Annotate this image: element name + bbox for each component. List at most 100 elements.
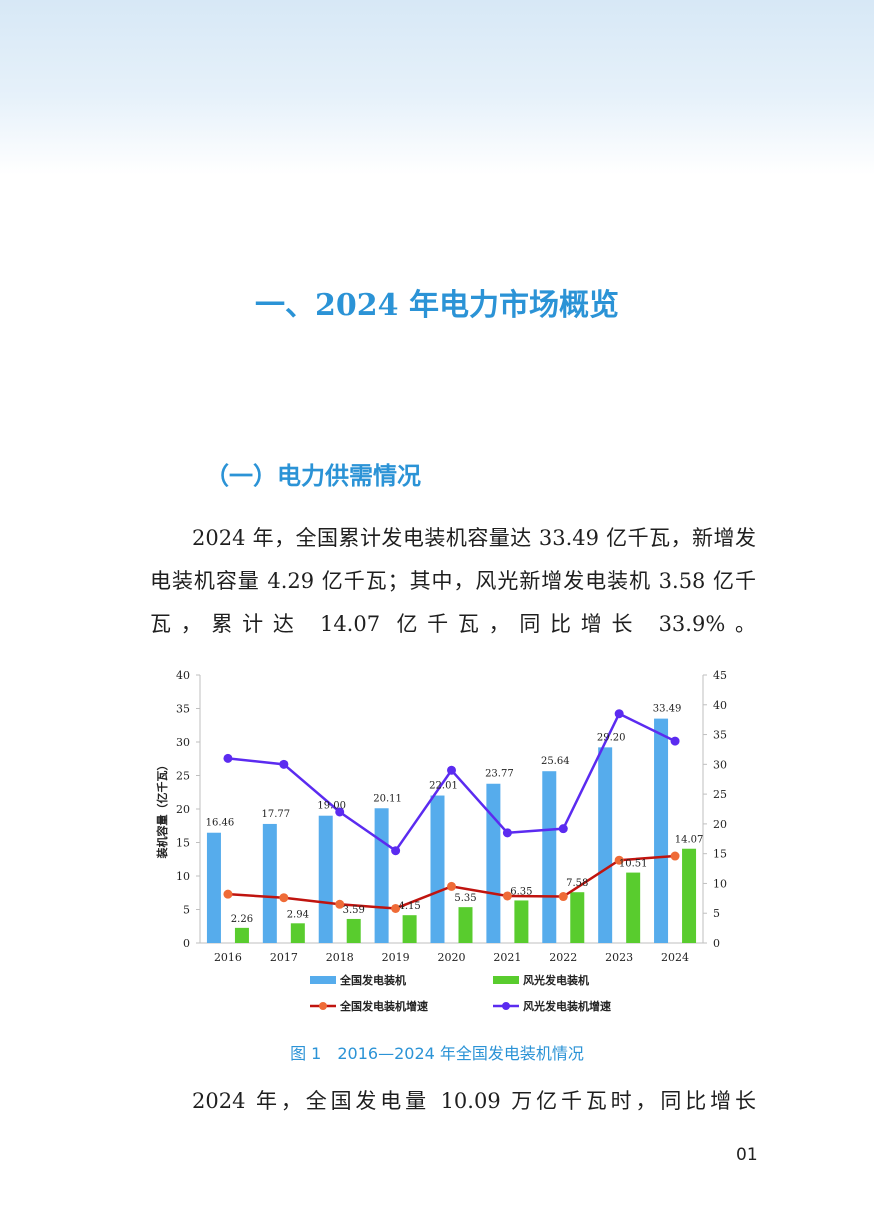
y-right-tick-label: 25 (713, 788, 727, 801)
total-growth-point (335, 899, 345, 909)
y-right-tick-label: 45 (713, 669, 727, 682)
x-tick-label: 2018 (326, 951, 354, 964)
header-band (0, 0, 874, 175)
y-right-tick-label: 15 (713, 848, 727, 861)
bar-wind-solar-label: 10.51 (619, 859, 648, 870)
legend-swatch (310, 976, 336, 984)
wind-solar-growth-point (335, 807, 345, 817)
y-left-tick-label: 15 (176, 837, 190, 850)
bar-total-label: 20.11 (373, 793, 402, 804)
bar-total (262, 823, 277, 943)
bar-wind-solar-label: 2.26 (231, 914, 253, 925)
bar-total (598, 747, 613, 943)
capacity-chart: 0 5 10 15 20 25 30 35 40 0 5 10 15 20 25 30 35 40 45 装机容量（亿… (155, 669, 727, 1013)
wind-solar-growth-point (670, 736, 680, 746)
paragraph-1-text: 2024 年，全国累计发电装机容量达 33.49 亿千瓦，新增发电装机容量 4.… (150, 526, 756, 636)
bar-wind-solar (626, 872, 641, 943)
y-left-tick-label: 5 (183, 904, 190, 917)
bar-total-label: 17.77 (262, 809, 291, 820)
bar-wind-solar (458, 907, 473, 943)
y-right-tick-label: 30 (713, 758, 727, 771)
y-left-tick-label: 25 (176, 770, 190, 783)
bar-total-label: 33.49 (653, 704, 682, 715)
x-tick-label: 2016 (214, 951, 242, 964)
x-tick-label: 2022 (549, 951, 577, 964)
legend-marker (502, 1002, 510, 1010)
legend-label: 风光发电装机增速 (523, 999, 611, 1013)
y-left-tick-label: 20 (176, 803, 190, 816)
bar-wind-solar-label: 3.59 (343, 905, 365, 916)
bar-total-label: 16.46 (206, 818, 235, 829)
bar-wind-solar-label: 14.07 (675, 835, 704, 846)
bar-total (654, 718, 669, 943)
total-growth-point (502, 891, 512, 901)
legend-swatch (493, 976, 519, 984)
x-tick-label: 2020 (438, 951, 466, 964)
x-tick-label: 2017 (270, 951, 298, 964)
bar-total-label: 22.01 (429, 781, 458, 792)
bar-total (542, 771, 557, 943)
y-right-tick-label: 35 (713, 729, 727, 742)
y-right-tick-label: 40 (713, 699, 727, 712)
x-tick-label: 2021 (493, 951, 521, 964)
bar-wind-solar-label: 5.35 (454, 893, 476, 904)
legend-label: 风光发电装机 (523, 973, 589, 987)
sub-title: （一）电力供需情况 (205, 462, 421, 490)
total-growth-point (391, 903, 401, 913)
wind-solar-growth-point (558, 824, 568, 834)
y-left-tick-label: 40 (176, 669, 190, 682)
wind-solar-growth-point (223, 753, 233, 763)
bar-wind-solar (402, 915, 417, 943)
bar-wind-solar (682, 848, 697, 943)
x-tick-label: 2019 (382, 951, 410, 964)
bar-wind-solar (570, 892, 585, 943)
total-growth-point (670, 851, 680, 861)
bar-total (486, 783, 501, 943)
y-right-tick-label: 0 (713, 937, 720, 950)
bar-total (374, 808, 389, 943)
y-right-tick-label: 20 (713, 818, 727, 831)
bar-wind-solar (346, 918, 361, 943)
bar-wind-solar-label: 4.15 (398, 901, 420, 912)
wind-solar-growth-point (447, 765, 456, 775)
bar-total (430, 795, 445, 943)
legend-label: 全国发电装机增速 (339, 999, 428, 1013)
wind-solar-growth-point (614, 709, 624, 719)
total-growth-point (279, 893, 289, 903)
y-left-tick-label: 35 (176, 703, 190, 716)
x-tick-label: 2023 (605, 951, 633, 964)
bar-total-label: 19.00 (317, 801, 346, 812)
y-left-tick-label: 10 (176, 870, 190, 883)
bar-total-label: 29.20 (597, 732, 626, 743)
bar-wind-solar-label: 6.35 (510, 886, 532, 897)
y-axis-left-title: 装机容量（亿千瓦） (155, 760, 169, 860)
legend-label: 全国发电装机 (339, 973, 406, 987)
figure-caption: 图 1 2016—2024 年全国发电装机情况 (290, 1044, 584, 1063)
paragraph-2: 2024 年，全国发电量 10.09 万亿千瓦时，同比增长 (192, 1089, 756, 1113)
y-right-tick-label: 5 (713, 907, 720, 920)
total-growth-point (223, 889, 233, 899)
x-tick-label: 2024 (661, 951, 689, 964)
wind-solar-growth-point (502, 828, 512, 838)
bar-wind-solar (514, 900, 529, 943)
page-number: 01 (736, 1145, 758, 1165)
bar-total (206, 832, 221, 943)
total-growth-point (447, 881, 456, 891)
bar-wind-solar (234, 927, 249, 943)
bar-total-label: 23.77 (485, 769, 514, 780)
paragraph-1: 2024 年，全国累计发电装机容量达 33.49 亿千瓦，新增发电装机容量 4.… (150, 517, 756, 646)
wind-solar-growth-point (391, 846, 401, 856)
wind-solar-growth-point (279, 759, 289, 769)
total-growth-point (614, 855, 624, 865)
bar-total-label: 25.64 (541, 756, 570, 767)
y-left-tick-label: 0 (183, 937, 190, 950)
bar-total (318, 815, 333, 943)
total-growth-point (558, 892, 568, 902)
section-title: 一、2024 年电力市场概览 (255, 288, 619, 323)
bar-wind-solar-label: 7.58 (566, 878, 588, 889)
y-left-tick-label: 30 (176, 736, 190, 749)
bar-wind-solar-label: 2.94 (287, 909, 309, 920)
legend-marker (319, 1002, 327, 1010)
bar-wind-solar (290, 923, 305, 943)
y-right-tick-label: 10 (713, 877, 727, 890)
